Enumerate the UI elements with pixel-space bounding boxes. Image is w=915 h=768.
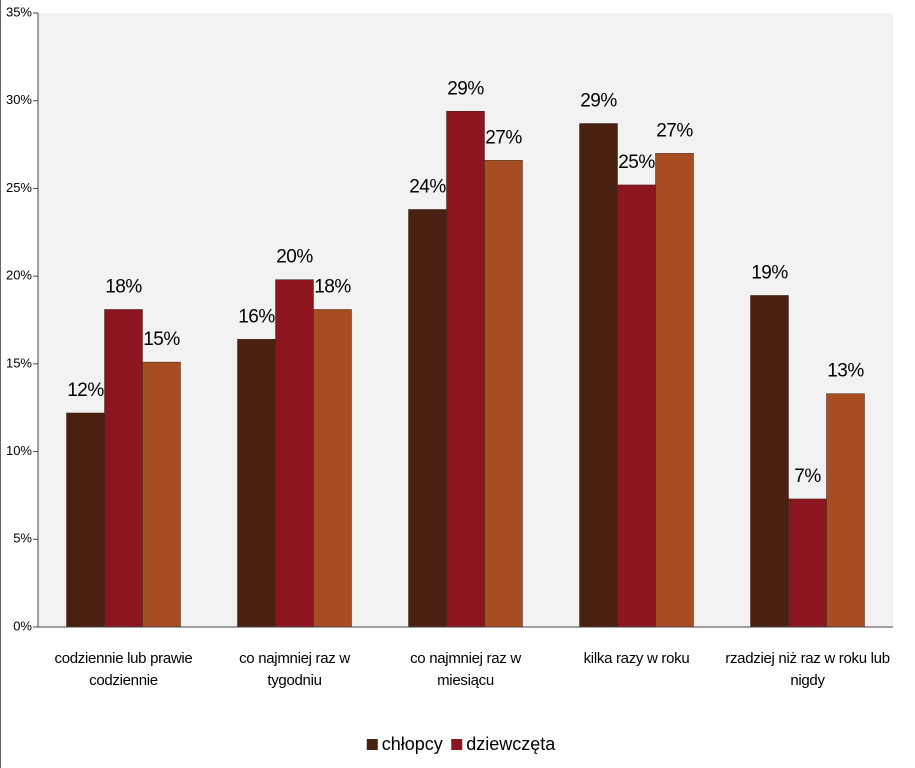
data-label: 20% — [276, 247, 313, 268]
data-label: 27% — [656, 120, 693, 141]
x-tick-label: codziennie lub prawie codziennie — [54, 650, 193, 689]
bar — [617, 184, 656, 628]
data-label: 29% — [447, 78, 484, 99]
bar — [484, 160, 523, 628]
x-tick-label: rzadziej niż raz w roku lub nigdy — [725, 650, 890, 689]
x-tick-label: kilka razy w roku — [583, 650, 690, 667]
data-label: 19% — [751, 262, 788, 283]
bar — [313, 309, 352, 628]
bar — [750, 295, 789, 628]
y-tick-label: 35% — [6, 4, 32, 19]
legend-swatch — [451, 739, 463, 750]
data-label: 27% — [485, 127, 522, 148]
legend-label: dziewczęta — [466, 734, 556, 754]
legend-label: chłopcy — [382, 734, 443, 754]
x-tick-label: co najmniej raz w tygodniu — [239, 650, 350, 689]
legend-swatch — [366, 739, 378, 750]
data-label: 12% — [67, 380, 104, 401]
bar — [446, 110, 485, 628]
bar — [237, 339, 276, 628]
data-label: 18% — [105, 276, 142, 297]
data-label: 18% — [314, 276, 351, 297]
y-tick-label: 10% — [6, 443, 32, 458]
data-label: 7% — [794, 466, 821, 487]
bar — [788, 498, 827, 628]
bar — [408, 209, 447, 628]
y-tick-label: 5% — [13, 531, 32, 546]
x-tick-label: co najmniej raz w miesiącu — [410, 650, 521, 689]
y-tick-label: 0% — [13, 618, 32, 633]
bar — [142, 361, 181, 628]
data-label: 25% — [618, 152, 655, 173]
bar — [655, 153, 694, 628]
y-tick-label: 30% — [6, 92, 32, 107]
y-tick-label: 25% — [6, 180, 32, 195]
bar — [826, 393, 865, 628]
data-label: 15% — [143, 329, 180, 350]
data-label: 13% — [827, 361, 864, 382]
data-label: 29% — [580, 91, 617, 112]
bar — [275, 279, 314, 628]
bar — [579, 123, 618, 628]
y-tick-label: 15% — [6, 355, 32, 370]
data-label: 24% — [409, 176, 446, 197]
y-tick-label: 20% — [6, 268, 32, 283]
bar — [66, 412, 105, 628]
bar — [104, 309, 143, 628]
data-label: 16% — [238, 306, 275, 327]
